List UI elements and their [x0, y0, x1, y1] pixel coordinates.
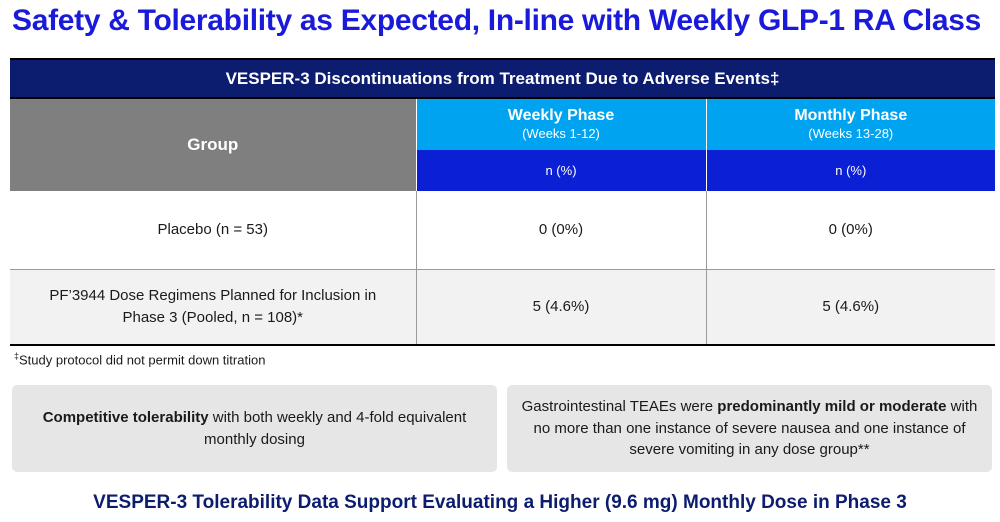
monthly-unit-header: n (%): [706, 150, 996, 191]
conclusion-line: VESPER-3 Tolerability Data Support Evalu…: [93, 492, 907, 513]
callout-bold-text: predominantly mild or moderate: [717, 397, 947, 415]
phase-header-row: Group Weekly Phase (Weeks 1-12) Monthly …: [10, 98, 996, 191]
weekly-phase-header: Weekly Phase (Weeks 1-12): [416, 98, 707, 150]
footnote: ‡Study protocol did not permit down titr…: [14, 351, 265, 367]
group-name-line: PF’3944 Dose Regimens Planned for Inclus…: [49, 287, 377, 304]
weekly-value-cell: 5 (4.6%): [416, 269, 707, 346]
monthly-value-cell: 0 (0%): [706, 191, 996, 270]
monthly-value-cell: 5 (4.6%): [706, 269, 996, 346]
monthly-phase-name: Monthly Phase: [794, 107, 908, 125]
footnote-mark: ‡: [14, 351, 20, 361]
table-caption-row: VESPER-3 Discontinuations from Treatment…: [10, 58, 996, 99]
callout-lead-text: Gastrointestinal TEAEs were: [521, 397, 718, 415]
discontinuation-table: VESPER-3 Discontinuations from Treatment…: [10, 58, 996, 346]
footnote-text: Study protocol did not permit down titra…: [19, 352, 266, 368]
weekly-phase-weeks: (Weeks 1-12): [522, 126, 600, 142]
table-row: PF’3944 Dose Regimens Planned for Inclus…: [10, 269, 996, 346]
tolerability-callout: Competitive tolerability with both weekl…: [12, 385, 497, 472]
group-cell: Placebo (n = 53): [10, 191, 417, 270]
table-row: Placebo (n = 53) 0 (0%) 0 (0%): [10, 191, 996, 270]
weekly-unit-header: n (%): [416, 150, 707, 191]
callout-text: Gastrointestinal TEAEs were predominantl…: [521, 396, 978, 461]
weekly-phase-name: Weekly Phase: [507, 107, 615, 125]
group-name-line: Phase 3 (Pooled, n = 108)*: [122, 308, 304, 326]
callout-text: Competitive tolerability with both weekl…: [26, 407, 483, 451]
table-caption: VESPER-3 Discontinuations from Treatment…: [10, 58, 996, 99]
group-column-header: Group: [10, 98, 417, 191]
slide-title: Safety & Tolerability as Expected, In-li…: [12, 4, 982, 37]
monthly-phase-header: Monthly Phase (Weeks 13-28): [706, 98, 996, 150]
group-cell: PF’3944 Dose Regimens Planned for Inclus…: [10, 269, 417, 346]
weekly-value-cell: 0 (0%): [416, 191, 707, 270]
gi-teae-callout: Gastrointestinal TEAEs were predominantl…: [507, 385, 992, 472]
group-name-line: Placebo (n = 53): [157, 220, 269, 238]
unit-header-row: n (%) n (%): [10, 150, 996, 191]
callout-body-text: with no more than one instance of severe…: [533, 397, 978, 459]
callout-body-text: with both weekly and 4-fold equivalent m…: [204, 408, 467, 448]
callout-bold-text: Competitive tolerability: [42, 408, 209, 426]
monthly-phase-weeks: (Weeks 13-28): [808, 126, 894, 142]
